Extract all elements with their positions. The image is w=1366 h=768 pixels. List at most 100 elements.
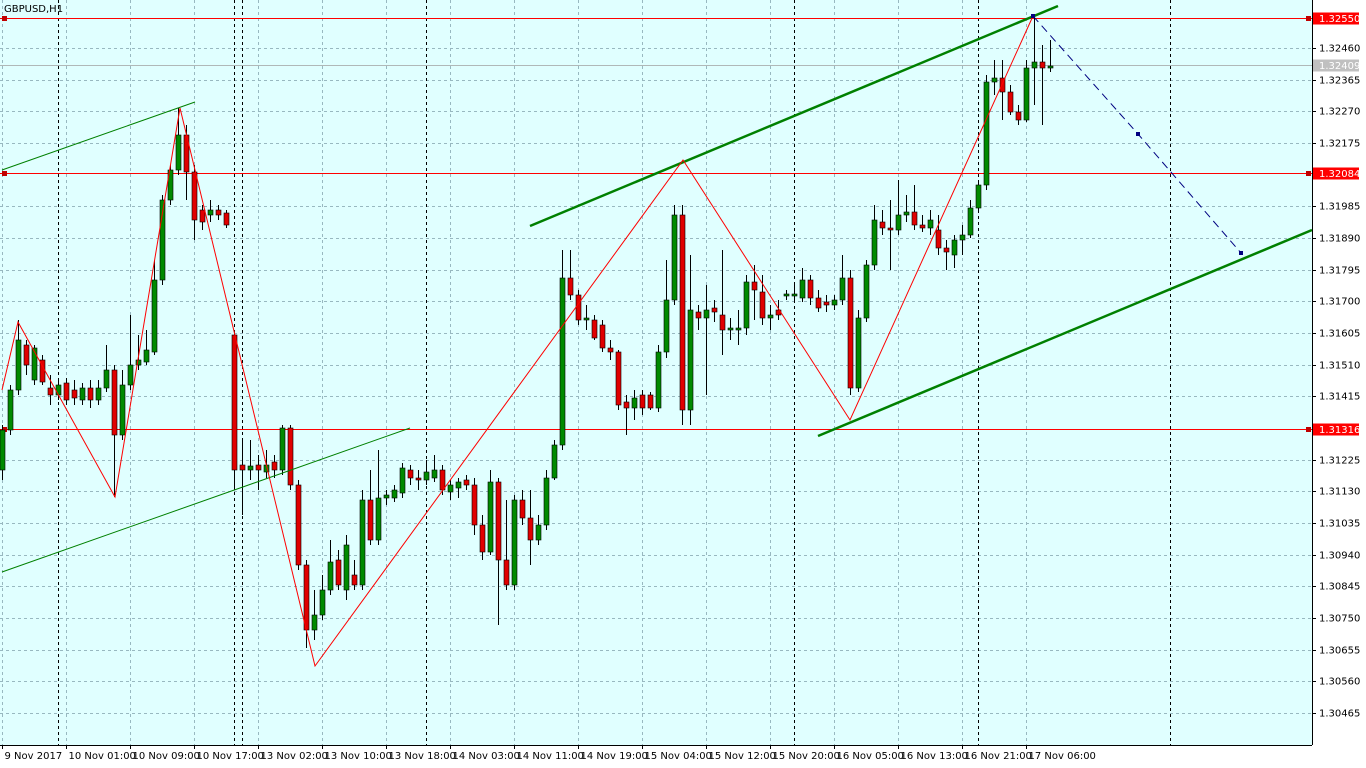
candle-body	[751, 281, 758, 291]
x-tick-label: 16 Nov 21:00	[965, 751, 1032, 762]
candle-body	[607, 347, 614, 353]
x-tick-label: 17 Nov 06:00	[1029, 751, 1096, 762]
candle-body	[95, 387, 102, 401]
candle-body	[743, 281, 750, 329]
candle-body	[583, 317, 590, 321]
candle-body	[639, 394, 646, 409]
candle-body	[151, 279, 158, 353]
candle-body	[519, 499, 526, 519]
x-tick-label: 15 Nov 20:00	[773, 751, 840, 762]
candle-body	[695, 311, 702, 319]
y-tick-label: 1.31510	[1319, 361, 1360, 372]
candle-body	[815, 297, 822, 309]
y-tick-label: 1.31605	[1319, 329, 1360, 340]
candle-body	[7, 389, 14, 431]
candle-body	[559, 277, 566, 446]
candle-body	[831, 299, 838, 306]
x-tick-label: 13 Nov 18:00	[389, 751, 456, 762]
candle-body	[871, 219, 878, 266]
candle-body	[447, 484, 454, 493]
candle-body	[967, 207, 974, 236]
candle-body	[319, 589, 326, 616]
candle-body	[663, 299, 670, 353]
candle-body	[143, 349, 150, 363]
candle-body	[47, 387, 54, 396]
candle-body	[615, 351, 622, 406]
candle-body	[0, 429, 6, 471]
candle-body	[127, 364, 134, 386]
candle-body	[415, 477, 422, 481]
candle-body	[359, 499, 366, 586]
candle-body	[55, 384, 62, 396]
candle-body	[167, 169, 174, 201]
candle-body	[455, 481, 462, 489]
y-tick-label: 1.30845	[1319, 582, 1360, 593]
candle-body	[759, 291, 766, 319]
candle-body	[879, 221, 886, 229]
drawings	[1, 4, 1313, 668]
candle-body	[199, 209, 206, 223]
y-tick-label: 1.30750	[1319, 614, 1360, 625]
candle-body	[623, 401, 630, 409]
candle-body	[375, 497, 382, 541]
candle-body	[391, 489, 398, 499]
candle-body	[767, 314, 774, 319]
axes: 1.32460 1.32365 1.32270 1.32175 1.31985 1.318…	[2, 12, 1360, 762]
candle-body	[351, 574, 358, 586]
y-tick-label: 1.30940	[1319, 551, 1360, 562]
y-tick-label: 1.31415	[1319, 392, 1360, 403]
x-tick-label: 16 Nov 05:00	[837, 751, 904, 762]
candle-body	[551, 444, 558, 479]
y-tick-label: 1.31890	[1319, 234, 1360, 245]
grid	[0, 0, 1312, 745]
candle-body	[959, 234, 966, 241]
candle-body	[991, 77, 998, 83]
candle-body	[279, 427, 286, 471]
y-tick-label: 1.30560	[1319, 677, 1360, 688]
candle-body	[135, 359, 142, 366]
y-tick-label: 1.31225	[1319, 456, 1360, 467]
price-label: 1.32409	[1319, 61, 1360, 72]
price-label-box	[1313, 12, 1359, 25]
candle-body	[191, 171, 198, 221]
candle-body	[367, 499, 374, 541]
candle-body	[887, 227, 894, 231]
candle-body	[575, 294, 582, 321]
candle-body	[15, 339, 22, 391]
y-tick-label: 1.32175	[1319, 139, 1360, 150]
candle-body	[423, 471, 430, 481]
candle-body	[487, 481, 494, 553]
candle-body	[287, 427, 294, 486]
candle-body	[463, 479, 470, 486]
candle-body	[383, 494, 390, 499]
candle-body	[335, 559, 342, 586]
y-tick-label: 1.32270	[1319, 107, 1360, 118]
y-tick-label: 1.31130	[1319, 487, 1360, 498]
y-tick-label: 1.31795	[1319, 266, 1360, 277]
x-tick-label: 14 Nov 19:00	[581, 751, 648, 762]
candle-body	[471, 484, 478, 526]
candle-body	[1023, 67, 1030, 121]
x-tick-label: 14 Nov 11:00	[517, 751, 584, 762]
candle-body	[207, 209, 214, 216]
candle-body	[951, 239, 958, 256]
candle-body	[175, 134, 182, 171]
candle-body	[671, 214, 678, 301]
candle-body	[791, 293, 798, 297]
anchor-point	[1031, 14, 1035, 18]
candle-body	[591, 319, 598, 339]
level-anchor	[2, 171, 7, 176]
candle-body	[311, 614, 318, 631]
candle-body	[839, 277, 846, 301]
candle-body	[479, 524, 486, 553]
candle-body	[927, 219, 934, 229]
x-tick-label: 15 Nov 12:00	[709, 751, 776, 762]
candle-body	[511, 499, 518, 586]
x-tick-label: 10 Nov 17:00	[197, 751, 264, 762]
x-tick-label: 9 Nov 2017	[5, 751, 63, 762]
price-label-box	[1313, 59, 1359, 72]
anchor-point	[1136, 132, 1140, 136]
candle-body	[399, 467, 406, 494]
candle-body	[255, 464, 262, 471]
candle-body	[647, 394, 654, 409]
